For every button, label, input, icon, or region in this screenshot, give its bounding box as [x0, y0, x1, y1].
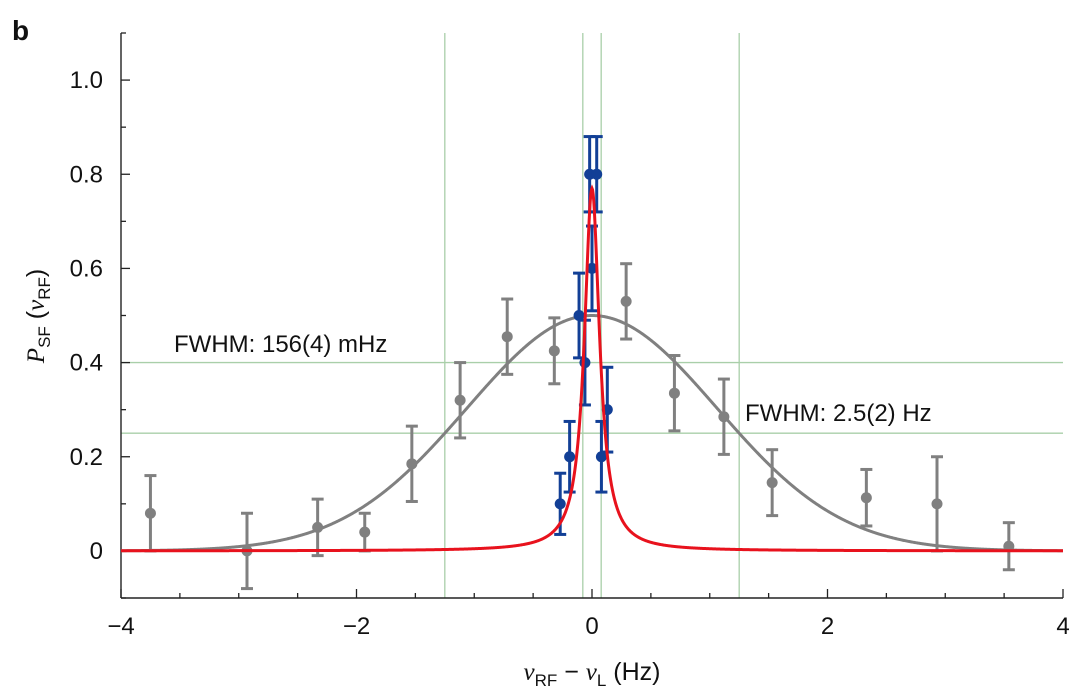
gray-data-point	[406, 458, 418, 470]
y-ticks: 0 0.2 0.4 0.6 0.8 1.0	[70, 32, 130, 599]
lorentzian-fit-curve	[121, 184, 1063, 553]
gray-data-point	[454, 394, 466, 406]
y-tick-label: 1.0	[70, 67, 103, 94]
blue-data-point	[564, 451, 576, 463]
panel-label: b	[12, 15, 29, 46]
x-ticks: −4 −2 0 2 4	[107, 589, 1070, 640]
gray-data-point	[359, 526, 371, 538]
gaussian-fit-curve	[121, 314, 1063, 553]
y-tick-label: 0.6	[70, 255, 103, 282]
blue-data-point	[573, 310, 585, 321]
gray-data-point	[144, 507, 156, 519]
x-tick-label: 0	[585, 613, 598, 640]
x-tick-label: 2	[821, 613, 834, 640]
gray-data-point	[931, 498, 943, 510]
blue-data-point	[554, 498, 566, 510]
y-tick-label: 0.2	[70, 444, 103, 471]
x-tick-label: −2	[343, 613, 370, 640]
gray-data-point	[1003, 540, 1015, 552]
data-points	[121, 135, 1063, 591]
annotation-fwhm-wide: FWHM: 2.5(2) Hz	[745, 400, 932, 427]
gray-data-point	[501, 331, 513, 343]
blue-data-point	[579, 357, 591, 369]
gray-data-point	[860, 492, 872, 504]
gray-data-point	[668, 387, 680, 399]
x-axis-title: νRF − νL (Hz)	[523, 658, 660, 690]
fit-curves	[121, 314, 1063, 553]
x-tick-label: −4	[107, 613, 134, 640]
y-tick-label: 0.8	[70, 161, 103, 188]
x-tick-label: 4	[1056, 613, 1069, 640]
blue-data-point	[586, 262, 598, 274]
gray-data-point	[766, 477, 778, 489]
gray-data-point	[718, 411, 730, 423]
gray-data-point	[620, 295, 632, 307]
y-tick-label: 0.4	[70, 350, 103, 377]
y-axis-title: PSF (νRF)	[22, 269, 54, 364]
blue-data-point	[591, 168, 603, 180]
gray-data-point	[548, 345, 560, 357]
gray-data-point	[312, 521, 324, 533]
y-tick-label: 0	[90, 538, 103, 565]
blue-data-point	[595, 451, 607, 463]
annotation-fwhm-narrow: FWHM: 156(4) mHz	[174, 331, 387, 358]
